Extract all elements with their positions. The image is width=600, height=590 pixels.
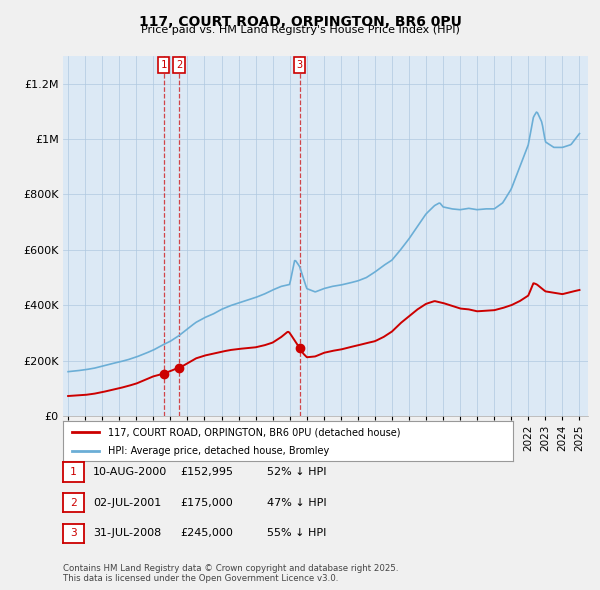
Text: Contains HM Land Registry data © Crown copyright and database right 2025.
This d: Contains HM Land Registry data © Crown c…: [63, 563, 398, 583]
Text: £152,995: £152,995: [180, 467, 233, 477]
Text: 31-JUL-2008: 31-JUL-2008: [93, 529, 161, 538]
Text: 10-AUG-2000: 10-AUG-2000: [93, 467, 167, 477]
Text: 117, COURT ROAD, ORPINGTON, BR6 0PU: 117, COURT ROAD, ORPINGTON, BR6 0PU: [139, 15, 461, 29]
Text: 2: 2: [70, 498, 77, 507]
Text: 02-JUL-2001: 02-JUL-2001: [93, 498, 161, 507]
Text: Price paid vs. HM Land Registry's House Price Index (HPI): Price paid vs. HM Land Registry's House …: [140, 25, 460, 35]
Text: £175,000: £175,000: [180, 498, 233, 507]
Text: £245,000: £245,000: [180, 529, 233, 538]
Text: 3: 3: [70, 529, 77, 538]
Text: 52% ↓ HPI: 52% ↓ HPI: [267, 467, 326, 477]
Text: 1: 1: [161, 60, 167, 70]
Text: HPI: Average price, detached house, Bromley: HPI: Average price, detached house, Brom…: [108, 447, 329, 456]
Text: 117, COURT ROAD, ORPINGTON, BR6 0PU (detached house): 117, COURT ROAD, ORPINGTON, BR6 0PU (det…: [108, 427, 401, 437]
Text: 1: 1: [70, 467, 77, 477]
Text: 3: 3: [296, 60, 303, 70]
Text: 2: 2: [176, 60, 182, 70]
Text: 55% ↓ HPI: 55% ↓ HPI: [267, 529, 326, 538]
Text: 47% ↓ HPI: 47% ↓ HPI: [267, 498, 326, 507]
